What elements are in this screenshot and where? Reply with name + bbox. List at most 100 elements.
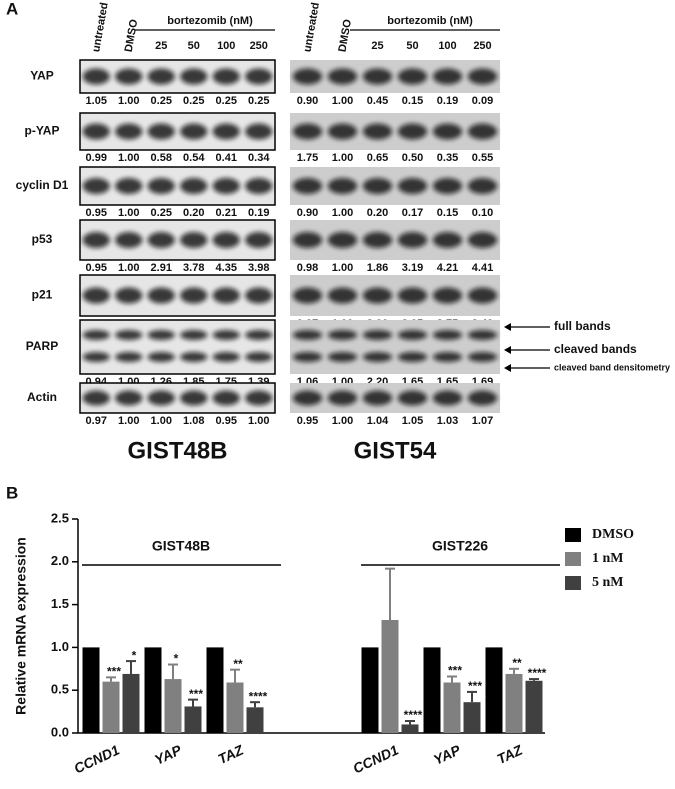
bar	[82, 647, 100, 733]
treatment-label: bortezomib (nM)	[167, 15, 253, 27]
densitometry-value: 0.41	[216, 152, 237, 164]
blot-band	[292, 287, 323, 304]
blot-band	[467, 352, 498, 362]
blot-band	[292, 352, 323, 362]
blot-band	[147, 287, 175, 304]
blot-band	[362, 390, 393, 406]
significance-label: **	[512, 656, 522, 670]
blot-band	[245, 178, 273, 194]
blot-band	[327, 352, 358, 362]
blot-band	[82, 352, 110, 362]
blot-band	[397, 232, 428, 248]
blot-band	[327, 68, 358, 85]
densitometry-value: 1.00	[118, 262, 139, 274]
densitometry-value: 1.00	[332, 95, 353, 107]
blot-band	[82, 123, 110, 140]
densitometry-value: 0.20	[367, 207, 388, 219]
blot-band	[327, 232, 358, 248]
significance-label: ***	[107, 665, 121, 679]
treatment-label: bortezomib (nM)	[387, 15, 473, 27]
dose-label: 250	[473, 40, 491, 52]
densitometry-value: 1.07	[472, 415, 493, 427]
blot-band	[212, 123, 240, 140]
significance-label: ****	[404, 708, 423, 722]
blot-band	[115, 352, 143, 362]
y-tick-label: 0.0	[51, 724, 69, 739]
blot-band	[180, 123, 208, 140]
lane-label: untreated	[90, 2, 111, 53]
blot-band	[245, 123, 273, 140]
bar	[206, 647, 224, 733]
bar	[102, 681, 120, 733]
cell-line-label: GIST48B	[127, 437, 227, 464]
densitometry-value: 0.65	[367, 152, 388, 164]
densitometry-value: 2.91	[151, 262, 172, 274]
protein-label: PARP	[26, 339, 58, 353]
densitometry-value: 0.19	[248, 207, 269, 219]
significance-label: ***	[448, 664, 462, 678]
arrow-head	[504, 346, 511, 354]
bar	[144, 647, 162, 733]
densitometry-value: 0.90	[297, 207, 318, 219]
densitometry-value: 0.15	[402, 95, 423, 107]
blot-band	[327, 390, 358, 406]
bar	[122, 673, 140, 733]
densitometry-value: 1.75	[297, 152, 318, 164]
blot-band	[82, 287, 110, 304]
blot-band	[467, 123, 498, 140]
significance-label: **	[233, 657, 243, 671]
blot-band	[147, 68, 175, 85]
densitometry-value: 0.21	[216, 207, 237, 219]
blot-band	[180, 68, 208, 85]
dose-label: 50	[406, 40, 418, 52]
densitometry-value: 0.17	[402, 207, 423, 219]
blot-band	[432, 178, 463, 194]
blot-band	[245, 287, 273, 304]
bar	[401, 724, 419, 733]
y-axis-title: Relative mRNA expression	[13, 537, 29, 715]
blot-band	[362, 330, 393, 340]
blot-band	[467, 68, 498, 85]
blot-band	[432, 287, 463, 304]
blot-band	[327, 330, 358, 340]
blot-background	[79, 166, 276, 206]
blot-band	[245, 352, 273, 362]
blot-band	[115, 68, 143, 85]
densitometry-value: 0.97	[86, 415, 107, 427]
blot-band	[147, 352, 175, 362]
blot-band	[147, 390, 175, 406]
blot-band	[397, 123, 428, 140]
blot-band	[115, 390, 143, 406]
blot-band	[432, 352, 463, 362]
blot-background	[290, 383, 500, 413]
blot-background	[79, 219, 276, 261]
densitometry-value: 0.54	[183, 152, 205, 164]
x-tick-label: CCND1	[71, 741, 122, 776]
group-label: GIST226	[432, 538, 488, 554]
blot-band	[397, 68, 428, 85]
blot-band	[212, 352, 240, 362]
blot-band	[82, 232, 110, 248]
blot-background	[290, 167, 500, 205]
band-annotation: cleaved bands	[554, 342, 637, 356]
blot-band	[212, 287, 240, 304]
significance-label: ***	[468, 679, 482, 693]
blot-band	[212, 330, 240, 340]
y-tick-label: 0.5	[51, 682, 69, 697]
blot-band	[245, 68, 273, 85]
densitometry-value: 0.90	[297, 95, 318, 107]
dose-label: 50	[188, 40, 200, 52]
dose-label: 250	[250, 40, 268, 52]
blot-background	[79, 274, 276, 317]
legend-label: DMSO	[592, 527, 634, 542]
panel-label: A	[6, 0, 18, 18]
x-tick-label: TAZ	[215, 741, 246, 767]
legend-swatch	[565, 528, 581, 542]
band-annotation: cleaved band densitometry	[554, 362, 670, 372]
blot-band	[432, 123, 463, 140]
blot-band	[362, 68, 393, 85]
blot-band	[432, 390, 463, 406]
dose-label: 100	[217, 40, 235, 52]
blot-band	[212, 232, 240, 248]
